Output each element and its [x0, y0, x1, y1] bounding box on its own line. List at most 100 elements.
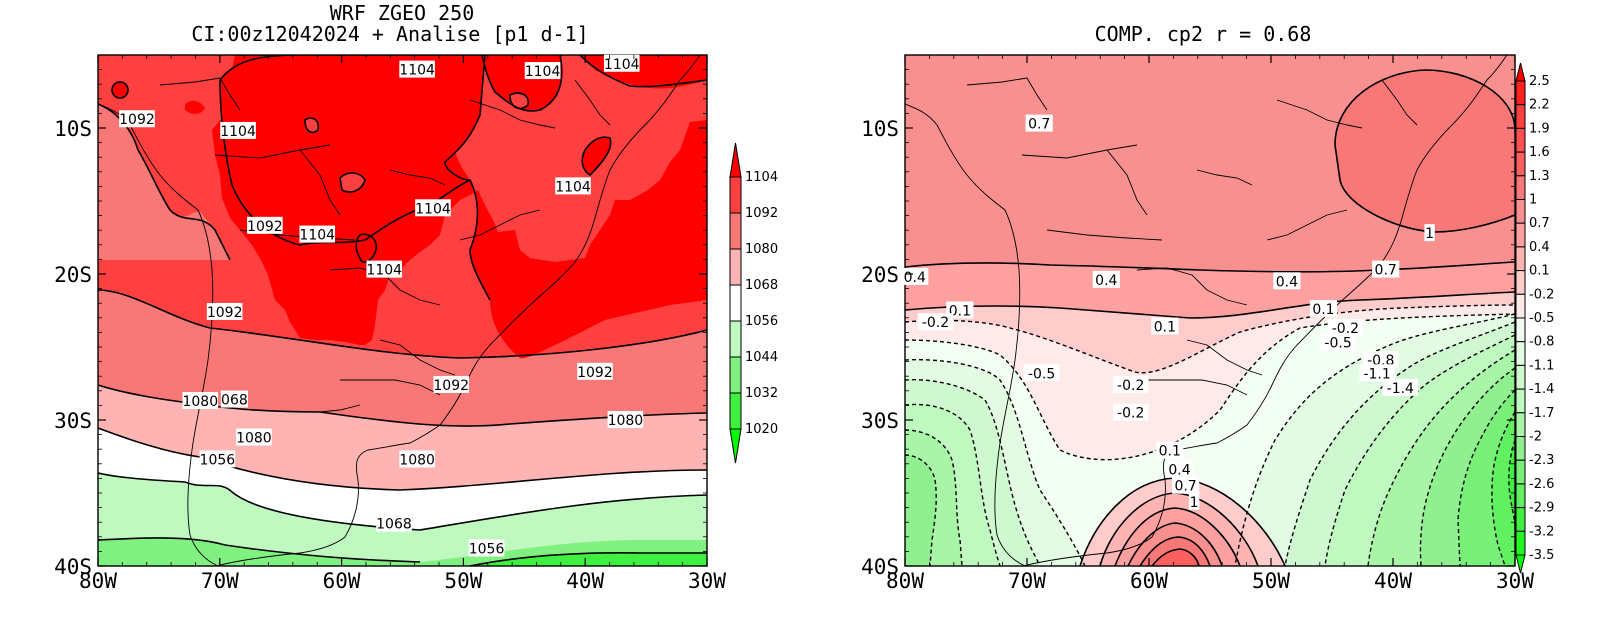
- contour-label-box: [1327, 319, 1364, 337]
- y-tick-label: 40S: [54, 555, 92, 579]
- contour-label-box: [199, 450, 236, 468]
- colorbar-swatch: [729, 392, 742, 430]
- contour-label: 1092: [433, 378, 469, 394]
- contour-label-box: [1372, 260, 1400, 278]
- colorbar-label: 2.5: [1529, 74, 1550, 89]
- contour-label: 0.1: [1159, 444, 1181, 460]
- contour-label: 0.7: [1174, 479, 1196, 495]
- contour-label-box: [1112, 375, 1149, 393]
- left-colorbar: 1104 1092 1080 1068 1056 1044 1032 1020: [729, 142, 778, 464]
- x-tick-label: 70W: [201, 569, 239, 593]
- colorbar-label: -0.5: [1529, 311, 1554, 326]
- contour-label: -0.5: [1324, 336, 1351, 352]
- colorbar-label: -0.8: [1529, 335, 1554, 350]
- contour-label-box: [607, 411, 644, 428]
- contour-label-box: [299, 225, 336, 243]
- contour-label: -1.4: [1387, 381, 1414, 397]
- contour-label-box: [119, 110, 155, 128]
- contour-label-box: [1156, 441, 1184, 459]
- contour-label: 0.7: [1375, 263, 1397, 279]
- left-map-panel: WRF ZGEO 250 CI:00z12042024 + Analise [p…: [54, 1, 778, 593]
- contour-label: 1092: [207, 305, 243, 321]
- contour-label-box: [182, 392, 219, 410]
- contour-label-box: [376, 514, 412, 532]
- contour-label-box: [1025, 114, 1053, 132]
- colorbar-swatch: [729, 320, 742, 358]
- colorbar-swatch: [1515, 341, 1526, 366]
- colorbar-label: 1: [1529, 193, 1537, 208]
- x-tick-label: 40W: [1374, 569, 1412, 593]
- contour-label-box: [206, 302, 243, 320]
- x-tick-label: 80W: [886, 569, 924, 593]
- colorbar-label: -3.5: [1529, 548, 1554, 563]
- right-frame: [904, 54, 1516, 567]
- contour-label-box: [555, 177, 591, 195]
- y-tick-label: 30S: [54, 409, 92, 433]
- contour-label: 1104: [604, 57, 640, 73]
- y-tick-label: 10S: [54, 117, 92, 141]
- left-title-line2: CI:00z12042024 + Analise [p1 d-1]: [191, 22, 588, 46]
- right-title: COMP. cp2 r = 0.68: [1095, 22, 1312, 46]
- y-tick-label: 40S: [861, 555, 899, 579]
- colorbar-swatch: [729, 248, 742, 286]
- contour-label-box: [415, 199, 451, 217]
- colorbar-swatch: [1515, 317, 1526, 343]
- contour-label-box: [577, 362, 613, 380]
- contour-label-box: [433, 375, 470, 393]
- contour-label: 068: [221, 393, 248, 409]
- contour-label-box: [1320, 333, 1356, 351]
- left-frame: [97, 54, 708, 567]
- contour-label: 1104: [415, 201, 451, 217]
- contour-label-box: [236, 428, 272, 446]
- contour-label: 0.4: [1276, 274, 1298, 290]
- colorbar-label: -3.2: [1529, 524, 1554, 539]
- contour-label: 1104: [220, 124, 256, 140]
- colorbar-swatch: [1515, 246, 1526, 272]
- right-map-panel: COMP. cp2 r = 0.68: [861, 22, 1554, 593]
- contour-label: 1080: [399, 452, 435, 468]
- colorbar-label: 0.4: [1529, 240, 1550, 255]
- colorbar-label: -2.3: [1529, 453, 1554, 468]
- x-tick-label: 30W: [688, 569, 726, 593]
- contour-label: -0.2: [1117, 378, 1144, 394]
- colorbar-label: 0.7: [1529, 216, 1550, 231]
- contour-label: 1104: [399, 63, 435, 79]
- contour-label: 1056: [200, 452, 236, 468]
- x-tick-label: 30W: [1496, 569, 1534, 593]
- y-tick-label: 20S: [54, 263, 92, 287]
- colorbar-label: 1032: [745, 386, 778, 401]
- right-filled-contours: [905, 55, 1515, 566]
- colorbar-label: 1092: [745, 206, 778, 221]
- contour-label: 0.7: [1028, 117, 1050, 133]
- contour-label-box: [524, 62, 561, 80]
- contour-label-box: [220, 390, 249, 408]
- colorbar-label: 1056: [745, 314, 778, 329]
- colorbar-label: -1.1: [1529, 358, 1554, 373]
- contour-label: 0.4: [1168, 463, 1190, 479]
- contour-label-box: [399, 60, 435, 78]
- contour-label-box: [1382, 378, 1419, 396]
- contour-label: 1092: [577, 365, 613, 381]
- colorbar-label: 1080: [745, 242, 778, 257]
- contour-label: -0.2: [1117, 406, 1144, 422]
- contour-label-box: [1188, 492, 1200, 510]
- colorbar-label: -1.7: [1529, 406, 1554, 421]
- contour-label-box: [1172, 476, 1200, 494]
- contour-label-box: [366, 260, 403, 278]
- left-title-line1: WRF ZGEO 250: [330, 1, 475, 25]
- colorbar-top-arrow: [729, 142, 742, 178]
- colorbar-swatch: [1515, 222, 1526, 248]
- contour-label: 1104: [555, 179, 591, 195]
- colorbar-swatch: [729, 356, 742, 394]
- contour-label: 1068: [376, 517, 412, 533]
- left-filled-contours: [98, 55, 707, 566]
- right-colorbar: 2.5 2.2 1.9 1.6 1.3 1 0.7 0.4 0.1 -0.2 -0.5 -0.8 -1.…: [1515, 62, 1554, 574]
- colorbar-label: 1.6: [1529, 145, 1550, 160]
- contour-label: 0.1: [1154, 320, 1176, 336]
- colorbar-bottom-arrow: [1515, 554, 1526, 574]
- colorbar-swatch: [1515, 151, 1526, 177]
- contour-label: 0.1: [1312, 302, 1334, 318]
- contour-label: 0.4: [1095, 273, 1117, 289]
